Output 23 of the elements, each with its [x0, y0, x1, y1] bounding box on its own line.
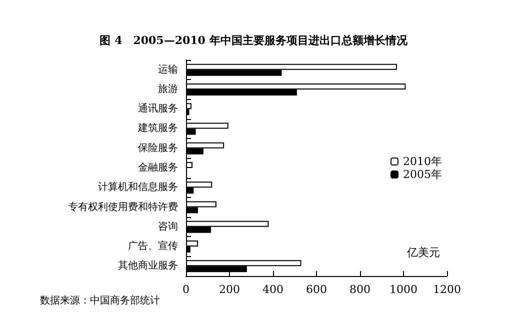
source-note: 数据来源：中国商务部统计 [40, 294, 160, 306]
x-tick-label: 0 [182, 283, 190, 296]
y-tick-label: 运输 [158, 63, 178, 76]
y-tick-label: 旅游 [158, 82, 178, 95]
y-tick-label: 金融服务 [138, 162, 178, 174]
chart-title: 图 4 2005—2010 年中国主要服务项目进出口总额增长情况 [100, 34, 408, 47]
y-tick-label: 专有权利使用费和特许费 [68, 200, 178, 213]
x-tick-label: 200 [219, 283, 240, 296]
legend-label: 2005年 [403, 168, 442, 181]
y-tick-label: 建筑服务 [137, 122, 178, 134]
y-tick-label: 广告、宣传 [128, 240, 178, 252]
y-tick-label: 保险服务 [138, 142, 178, 154]
y-tick-label: 咨询 [158, 220, 178, 232]
y-tick-label: 其他商业服务 [118, 260, 178, 272]
x-tick-label: 400 [262, 283, 284, 296]
x-axis-title: 亿美元 [406, 246, 440, 259]
x-tick-label: 600 [306, 283, 327, 296]
y-tick-label: 计算机和信息服务 [98, 181, 178, 194]
x-tick-label: 800 [350, 283, 370, 296]
x-tick-label: 1000 [390, 283, 418, 296]
legend-label: 2010年 [403, 155, 442, 168]
y-tick-label: 通讯服务 [138, 102, 178, 115]
x-tick-label: 1200 [433, 283, 461, 296]
